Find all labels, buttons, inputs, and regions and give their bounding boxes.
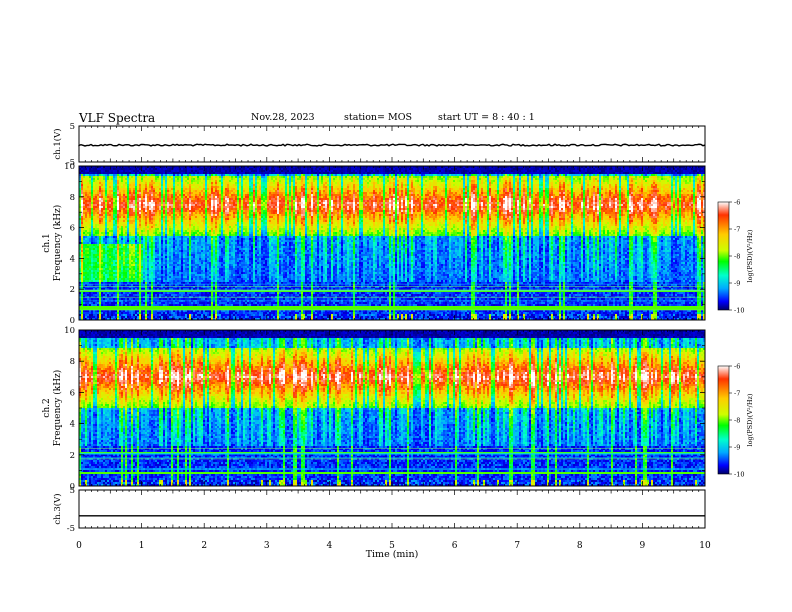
chart-canvas: 5 -5 ch.1(V) -6 -7 -8 -9 -10 log(PSD)(V²/Hz) 0 2 4 6… — [0, 0, 792, 612]
ylabel-ch3v: ch.3(V) — [52, 493, 63, 524]
ytick-label-ch2-4: 4 — [70, 420, 75, 430]
xtick-label-6: 6 — [452, 541, 458, 551]
colorbar-tick-ch2--8: -8 — [734, 417, 740, 425]
colorbar-label-ch2: log(PSD)(V²/Hz) — [746, 393, 754, 446]
xtick-label-8: 8 — [577, 541, 583, 551]
ytick-label-ch1-0: 0 — [70, 316, 75, 326]
vlf-spectra-figure: VLF Spectra Nov.28, 2023 station= MOS st… — [0, 0, 792, 612]
spectrogram-ch1 — [79, 166, 705, 320]
colorbar-tick-ch1--8: -8 — [734, 253, 740, 261]
ylabel-ch1v: ch.1(V) — [52, 128, 63, 159]
colorbar-tick-ch1--6: -6 — [734, 199, 740, 207]
xtick-label-10: 10 — [699, 541, 711, 551]
ytick-label-ch1-2: 2 — [70, 285, 75, 295]
xtick-label-1: 1 — [139, 541, 145, 551]
ytick-label-ch2-6: 6 — [70, 388, 75, 398]
colorbar-tick-ch2--6: -6 — [734, 363, 740, 371]
colorbar-label-ch1: log(PSD)(V²/Hz) — [746, 229, 754, 282]
colorbar-tick-ch2--10: -10 — [734, 471, 744, 479]
ytick-label-ch1-4: 4 — [70, 254, 75, 264]
colorbar-tick-ch1--9: -9 — [734, 280, 740, 288]
trace-ch1v — [79, 144, 705, 146]
ytick-label-ch3v-5: 5 — [70, 486, 75, 496]
ytick-label-ch1-8: 8 — [70, 193, 75, 203]
ytick-label-ch2-8: 8 — [70, 357, 75, 367]
xtick-label-4: 4 — [327, 541, 333, 551]
ytick-label-ch2-2: 2 — [70, 451, 75, 461]
xtick-label-7: 7 — [514, 541, 520, 551]
xtick-label-3: 3 — [264, 541, 270, 551]
ytick-label-ch3v--5: -5 — [67, 524, 75, 534]
x-axis-label: Time (min) — [366, 549, 419, 560]
ylabel-channel-ch2: ch.2 — [42, 398, 52, 417]
colorbar-ch1 — [718, 202, 729, 310]
ylabel-frequency-ch2: Frequency (kHz) — [52, 370, 63, 447]
colorbar-tick-ch1--10: -10 — [734, 307, 744, 315]
xtick-label-9: 9 — [640, 541, 646, 551]
colorbar-tick-ch2--9: -9 — [734, 444, 740, 452]
axes-frame-ch3v — [79, 490, 705, 528]
xtick-label-0: 0 — [76, 541, 82, 551]
ylabel-channel-ch1: ch.1 — [42, 233, 52, 252]
ytick-label-ch1-10: 10 — [64, 162, 75, 172]
ytick-label-ch2-10: 10 — [64, 326, 75, 336]
colorbar-tick-ch1--7: -7 — [734, 226, 740, 234]
ytick-label-ch1-6: 6 — [70, 224, 75, 234]
ylabel-frequency-ch1: Frequency (kHz) — [52, 205, 63, 282]
colorbar-ch2 — [718, 366, 729, 474]
xtick-label-2: 2 — [201, 541, 207, 551]
colorbar-tick-ch2--7: -7 — [734, 390, 740, 398]
ytick-label-ch1v-5: 5 — [70, 122, 75, 132]
spectrogram-ch2 — [79, 330, 705, 486]
